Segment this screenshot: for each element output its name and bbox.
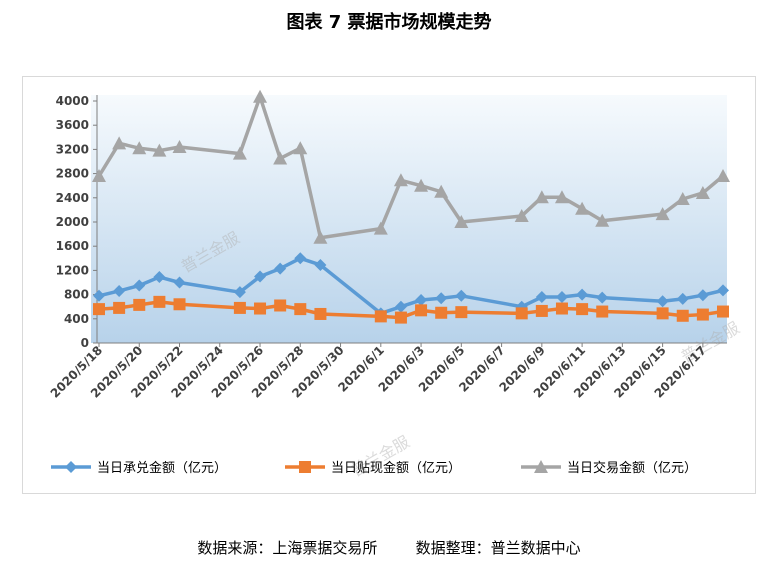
data-point: [233, 301, 246, 314]
source-note: 数据来源：上海票据交易所 数据整理：普兰数据中心: [197, 539, 581, 557]
data-point: [133, 298, 146, 311]
data-point: [253, 89, 268, 103]
y-tick-label: 1600: [56, 239, 89, 253]
series-0: [93, 252, 729, 320]
data-point: [656, 307, 669, 320]
data-point: [314, 258, 327, 271]
y-tick-label: 2400: [56, 191, 89, 205]
data-point: [576, 303, 589, 316]
data-point: [656, 295, 669, 308]
data-point: [596, 291, 609, 304]
legend-item-1: 当日贴现金额（亿元）: [285, 460, 461, 476]
y-tick-label: 2800: [56, 167, 89, 181]
data-point: [173, 276, 186, 289]
legend-item-2: 当日交易金额（亿元）: [521, 460, 697, 476]
series-2: [92, 89, 730, 244]
data-point: [314, 307, 327, 320]
data-point: [595, 213, 610, 227]
data-point: [93, 289, 105, 302]
y-tick-label: 400: [64, 312, 89, 326]
series-1: [93, 295, 729, 324]
y-tick-label: 4000: [56, 94, 89, 108]
y-tick-label: 1200: [56, 263, 89, 277]
data-point: [415, 294, 428, 307]
legend: 当日承兑金额（亿元） 当日贴现金额（亿元） 当日交易金额（亿元）: [51, 460, 697, 476]
data-point: [273, 151, 288, 165]
chart-frame: 普兰金服 普兰金服 普兰金服 0 400 800 1200 1600 2000 2400 2800…: [22, 76, 756, 494]
data-point: [153, 271, 166, 284]
data-point: [414, 178, 429, 192]
data-point: [415, 304, 428, 317]
data-point: [132, 141, 147, 155]
data-point: [695, 185, 710, 199]
data-point: [576, 288, 589, 301]
data-point: [596, 305, 609, 318]
data-point: [232, 146, 247, 160]
data-point: [575, 201, 590, 215]
legend-marker: [534, 460, 548, 473]
data-point: [716, 169, 730, 183]
y-tick-label: 800: [64, 288, 89, 302]
data-point: [92, 169, 106, 183]
legend-item-0: 当日承兑金额（亿元）: [51, 460, 227, 476]
legend-label: 当日贴现金额（亿元）: [331, 460, 461, 476]
data-point: [455, 289, 468, 302]
series-layer: [92, 89, 730, 324]
data-point: [394, 300, 407, 313]
y-tick-label: 3200: [56, 142, 89, 156]
y-tick-label: 2000: [56, 215, 89, 229]
data-point: [152, 143, 167, 157]
data-point: [534, 190, 549, 204]
data-point: [113, 284, 126, 297]
data-point: [173, 298, 186, 311]
data-point: [696, 289, 709, 302]
data-point: [133, 279, 146, 292]
data-point: [455, 306, 468, 319]
legend-marker: [65, 461, 77, 473]
data-point: [717, 305, 729, 318]
data-point: [233, 286, 246, 299]
data-point: [515, 307, 528, 320]
data-point: [374, 310, 387, 323]
chart-title: 图表 7 票据市场规模走势: [286, 12, 492, 33]
data-point: [172, 139, 187, 153]
data-point: [655, 207, 670, 221]
data-point: [294, 303, 307, 316]
data-point: [555, 302, 568, 315]
legend-marker: [299, 461, 311, 473]
legend-label: 当日交易金额（亿元）: [567, 460, 697, 476]
data-point: [274, 299, 287, 312]
data-point: [514, 208, 529, 222]
data-point: [535, 291, 548, 304]
data-point: [675, 192, 690, 206]
data-point: [254, 270, 267, 283]
data-point: [676, 292, 689, 305]
data-point: [554, 190, 569, 204]
y-tick-label: 3600: [56, 118, 89, 132]
data-point: [274, 262, 287, 275]
data-point: [535, 304, 548, 317]
data-point: [435, 306, 448, 319]
data-point: [394, 311, 407, 324]
data-point: [112, 136, 127, 150]
data-point: [153, 295, 166, 308]
data-point: [717, 284, 729, 297]
data-point: [294, 252, 307, 265]
data-point: [373, 221, 388, 235]
data-point: [393, 173, 408, 187]
data-point: [434, 184, 449, 198]
data-point: [435, 292, 448, 305]
data-point: [454, 215, 469, 228]
data-point: [254, 302, 267, 315]
y-tick-label: 0: [81, 336, 89, 350]
data-point: [113, 301, 126, 314]
legend-label: 当日承兑金额（亿元）: [97, 460, 227, 476]
data-point: [313, 230, 328, 244]
data-point: [696, 308, 709, 321]
data-point: [93, 303, 105, 316]
data-point: [293, 141, 308, 155]
data-point: [676, 309, 689, 322]
data-point: [555, 291, 568, 304]
